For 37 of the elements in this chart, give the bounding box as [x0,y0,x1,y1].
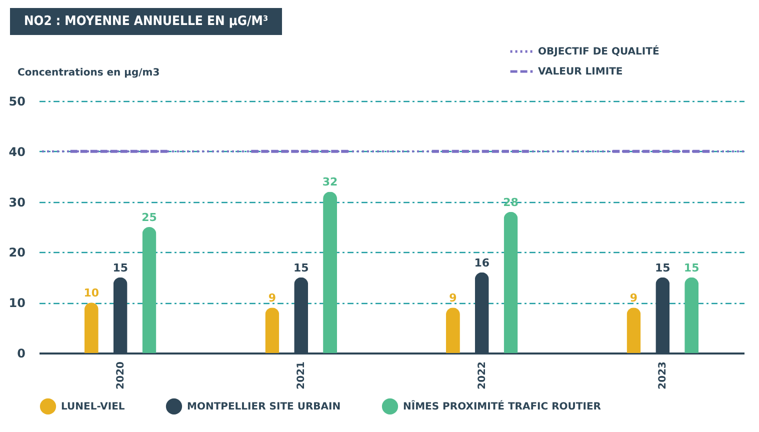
bar [626,308,641,353]
legend-label: VALEUR LIMITE [538,66,623,78]
data-label: 9 [449,292,457,305]
data-label: 15 [112,261,128,274]
data-label: 9 [268,292,276,305]
x-tick-label: 2023 [658,361,669,390]
chart-title: NO2 : MOYENNE ANNUELLE EN µG/M³ [10,8,282,35]
legend-label: NÎMES PROXIMITÉ TRAFIC ROUTIER [403,399,602,412]
y-tick-label: 20 [8,246,26,260]
bar [504,212,518,353]
x-tick-label: 2022 [476,361,488,390]
y-tick-label: 30 [8,195,26,210]
y-tick-label: 10 [8,296,26,310]
data-label: 15 [655,261,670,274]
bar [684,277,699,353]
legend-label: LUNEL-VIEL [61,401,126,412]
bar [142,227,156,353]
data-label: 28 [503,196,518,209]
data-label: 25 [142,211,157,224]
y-axis-title: Concentrations en µg/m3 [18,68,160,78]
data-label: 15 [684,261,700,274]
bar [84,302,98,353]
y-tick-label: 50 [8,94,26,108]
data-label: 10 [84,286,100,300]
legend-label: OBJECTIF DE QUALITÉ [538,44,660,58]
data-label: 16 [474,256,490,270]
y-tick-label: 0 [17,346,26,360]
data-label: 15 [293,261,309,274]
data-label: 9 [630,292,638,305]
legend-label: MONTPELLIER SITE URBAIN [187,401,341,412]
x-tick-label: 2020 [115,361,126,390]
bar [323,192,338,353]
data-label: 32 [322,176,338,189]
y-tick-label: 40 [8,144,26,159]
bar [265,308,280,353]
bar [446,308,460,353]
x-tick-label: 2021 [296,361,308,390]
